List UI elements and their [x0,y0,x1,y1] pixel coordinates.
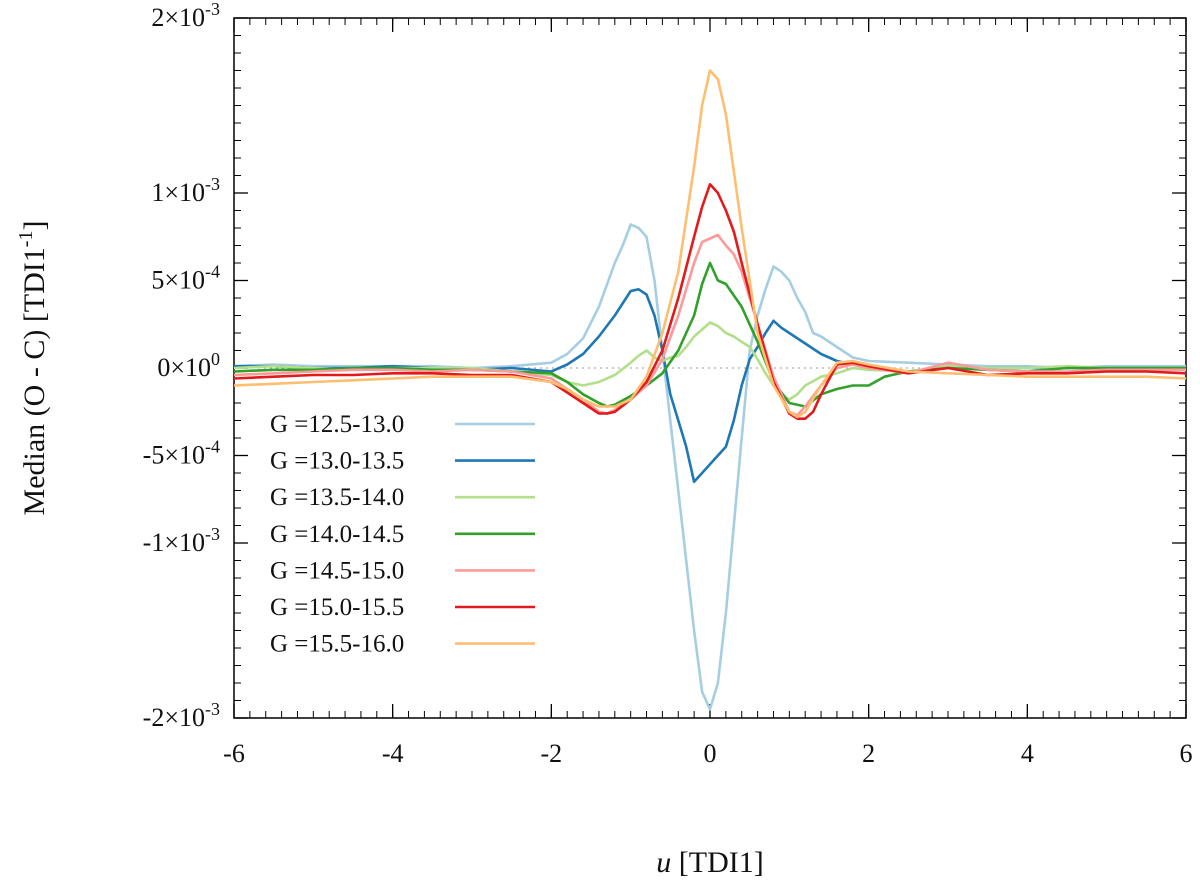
legend-label: G =13.5-14.0 [270,484,404,511]
y-tick-exponent: -3 [205,524,220,544]
y-tick-mantissa: 2×10 [151,3,205,32]
y-tick-label: -2×10-3 [143,699,220,732]
y-tick-label: 1×10-3 [151,174,220,207]
x-axis-label-rest: [TDI1] [671,846,763,879]
y-tick-exponent: -4 [205,262,220,282]
y-tick-mantissa: 0×10 [157,353,211,382]
x-tick-labels: -6 -4 -2 0 2 4 6 [223,739,1192,768]
y-tick-labels: 2×10-31×10-35×10-40×100-5×10-4-1×10-3-2×… [143,0,220,732]
x-tick-label: -6 [223,739,245,768]
legend-label: G =15.0-15.5 [270,594,404,621]
x-axis-label-italic: u [656,846,671,879]
y-tick-exponent: -4 [205,437,220,457]
y-tick-mantissa: -5×10 [143,441,205,470]
x-tick-label: -4 [382,739,404,768]
y-tick-mantissa: -1×10 [143,528,205,557]
series-line-1 [233,223,1186,711]
legend-label: G =14.0-14.5 [270,521,404,548]
y-tick-exponent: -3 [205,699,220,719]
x-tick-label: -2 [540,739,562,768]
y-tick-label: -5×10-4 [143,437,220,470]
y-tick-exponent: -3 [205,0,220,19]
y-tick-exponent: 0 [211,349,220,369]
legend-label: G =12.5-13.0 [270,411,404,438]
series-line-6 [233,183,1187,421]
y-axis-label-main: Median (O - C) [TDI1 [18,247,51,515]
y-tick-label: -1×10-3 [143,524,220,557]
legend-label: G =13.0-13.5 [270,448,404,475]
y-tick-label: 5×10-4 [151,262,220,295]
y-axis-label-sup: -1 [15,231,37,248]
y-tick-label: 0×100 [157,349,220,382]
x-tick-label: 2 [862,739,875,768]
y-axis-label-end: ] [18,221,51,231]
x-tick-label: 0 [704,739,717,768]
x-tick-label: 4 [1021,739,1034,768]
y-tick-exponent: -3 [205,174,220,194]
series-line-3 [233,321,1186,401]
y-tick-mantissa: -2×10 [143,703,205,732]
y-tick-mantissa: 5×10 [151,266,205,295]
x-tick-label: 6 [1180,739,1193,768]
y-tick-label: 2×10-3 [151,0,220,32]
y-axis-label: Median (O - C) [TDI1-1] [15,221,51,516]
legend-label: G =15.5-16.0 [270,631,404,658]
legend: G =12.5-13.0 G =13.0-13.5 G =13.5-14.0 G =1… [270,411,535,658]
series-line-4 [233,261,1186,408]
y-tick-mantissa: 1×10 [151,178,205,207]
x-axis-label: u [TDI1] [656,846,763,879]
series-line-7 [233,69,1187,419]
legend-label: G =14.5-15.0 [270,557,404,584]
series-lines [233,69,1187,711]
